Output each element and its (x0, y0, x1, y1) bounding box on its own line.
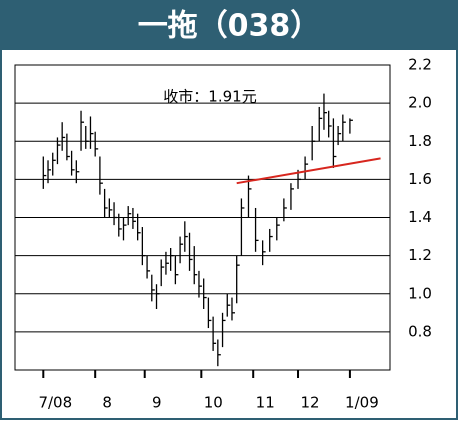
y-tick-label: 1.4 (408, 208, 432, 226)
y-tick-label: 1.0 (408, 284, 432, 302)
x-tick-label: 11 (256, 394, 275, 412)
y-tick-label: 2.2 (408, 56, 432, 74)
x-tick-label: 9 (152, 394, 162, 412)
chart-title: 一拖（038） (138, 9, 321, 44)
title-bar (0, 0, 458, 50)
y-tick-label: 1.2 (408, 246, 432, 264)
x-tick-label: 12 (300, 394, 319, 412)
x-tick-label: 10 (204, 394, 223, 412)
x-tick-label: 7/08 (38, 394, 72, 412)
x-tick-label: 8 (102, 394, 112, 412)
y-tick-label: 2.0 (408, 94, 432, 112)
annotation: 收市：1.91元 (163, 88, 256, 106)
x-tick-label: 1/09 (345, 394, 379, 412)
trendline (236, 157, 381, 185)
y-tick-label: 0.8 (408, 322, 432, 340)
y-tick-label: 1.8 (408, 132, 432, 150)
y-tick-label: 1.6 (408, 170, 432, 188)
